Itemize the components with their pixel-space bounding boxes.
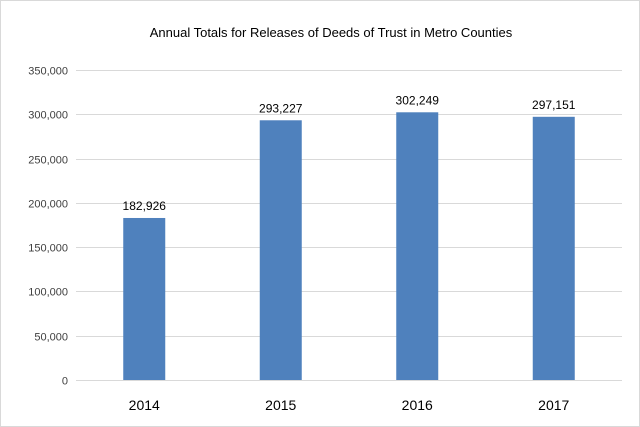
bars: [123, 112, 575, 381]
bar-2017: [532, 116, 575, 380]
data-label-2014: 182,926: [123, 199, 167, 213]
bar-2016: [396, 112, 439, 381]
data-label-2015: 293,227: [259, 101, 303, 115]
data-labels: 182,926 293,227 302,249 297,151: [123, 93, 576, 213]
y-tick-label: 0: [62, 376, 68, 388]
x-axis-ticks: 2014 2015 2016 2017: [129, 397, 570, 413]
y-tick-label: 300,000: [28, 110, 68, 122]
y-tick-label: 150,000: [28, 243, 68, 255]
x-tick-label: 2016: [402, 397, 433, 413]
data-label-2016: 302,249: [396, 93, 440, 107]
chart-title: Annual Totals for Releases of Deeds of T…: [150, 25, 513, 40]
gridlines: [76, 70, 622, 381]
bar-2014: [123, 217, 166, 380]
x-tick-label: 2017: [538, 397, 569, 413]
x-tick-label: 2014: [129, 397, 160, 413]
y-tick-label: 200,000: [28, 199, 68, 211]
y-tick-label: 100,000: [28, 287, 68, 299]
x-tick-label: 2015: [265, 397, 296, 413]
bar-2015: [259, 120, 302, 380]
y-tick-label: 50,000: [34, 332, 68, 344]
y-tick-label: 350,000: [28, 66, 68, 78]
y-axis-ticks: 0 50,000 100,000 150,000 200,000 250,000 300,0…: [28, 66, 68, 388]
y-tick-label: 250,000: [28, 155, 68, 167]
data-label-2017: 297,151: [532, 98, 576, 112]
